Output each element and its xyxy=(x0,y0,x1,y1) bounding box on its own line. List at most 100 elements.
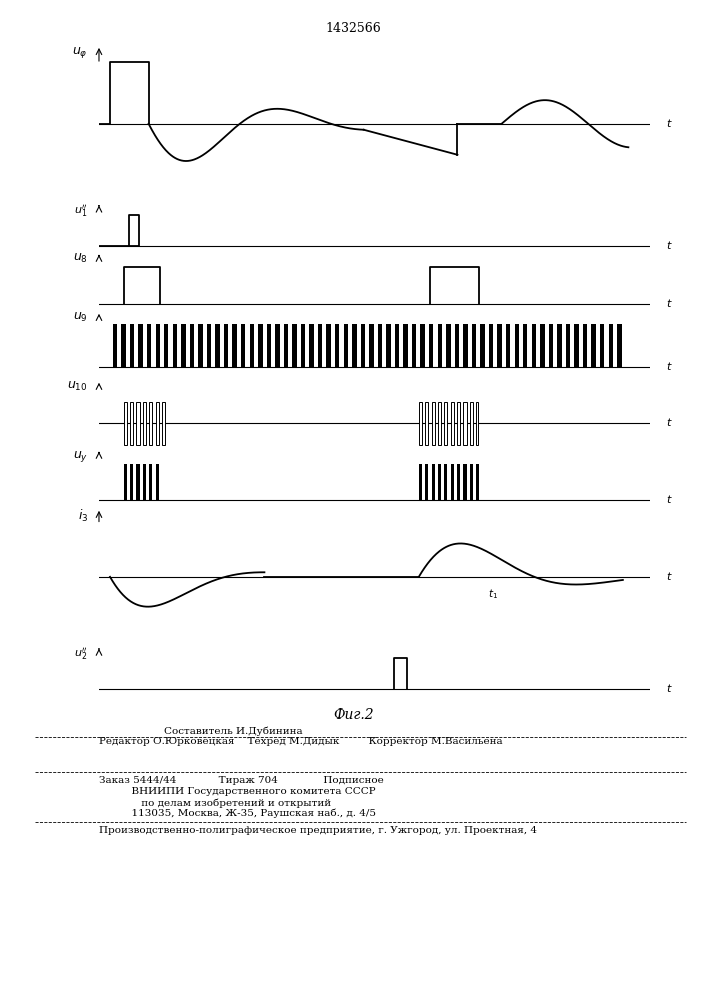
Bar xyxy=(156,324,160,367)
Bar xyxy=(361,324,365,367)
Bar xyxy=(549,324,553,367)
Bar xyxy=(275,324,279,367)
Bar xyxy=(216,324,220,367)
Bar xyxy=(292,324,297,367)
Bar xyxy=(369,324,373,367)
Text: $u_9$: $u_9$ xyxy=(73,311,88,324)
Bar xyxy=(344,324,348,367)
Bar xyxy=(480,324,485,367)
Bar xyxy=(472,324,477,367)
Text: $u_\varphi$: $u_\varphi$ xyxy=(72,45,88,60)
Bar xyxy=(425,464,428,500)
Bar xyxy=(463,464,467,500)
Bar xyxy=(300,324,305,367)
Bar xyxy=(189,324,194,367)
Bar xyxy=(149,402,153,445)
Text: Составитель И.Дубинина: Составитель И.Дубинина xyxy=(99,727,303,736)
Text: Фиг.2: Фиг.2 xyxy=(333,708,374,722)
Bar xyxy=(469,402,473,445)
Bar xyxy=(113,324,117,367)
Text: Производственно-полиграфическое предприятие, г. Ужгород, ул. Проектная, 4: Производственно-полиграфическое предприя… xyxy=(99,826,537,835)
Bar xyxy=(143,402,146,445)
Text: $u_{10}$: $u_{10}$ xyxy=(67,380,88,393)
Bar xyxy=(592,324,596,367)
Bar xyxy=(164,324,168,367)
Bar xyxy=(600,324,604,367)
Bar xyxy=(122,324,126,367)
Bar xyxy=(540,324,544,367)
Bar xyxy=(198,324,203,367)
Text: Заказ 5444/44             Тираж 704              Подписное: Заказ 5444/44 Тираж 704 Подписное xyxy=(99,776,384,785)
Bar xyxy=(258,324,262,367)
Bar xyxy=(124,402,127,445)
Bar xyxy=(438,464,441,500)
Text: t: t xyxy=(666,299,670,309)
Bar xyxy=(224,324,228,367)
Bar xyxy=(446,324,450,367)
Bar xyxy=(378,324,382,367)
Bar xyxy=(476,402,479,445)
Text: t: t xyxy=(666,684,670,694)
Bar xyxy=(412,324,416,367)
Bar xyxy=(156,402,159,445)
Bar xyxy=(327,324,331,367)
Bar xyxy=(463,402,467,445)
Bar xyxy=(583,324,588,367)
Bar xyxy=(574,324,579,367)
Bar xyxy=(506,324,510,367)
Bar xyxy=(130,324,134,367)
Text: t: t xyxy=(666,572,670,582)
Bar xyxy=(515,324,519,367)
Bar xyxy=(444,464,448,500)
Bar xyxy=(149,464,153,500)
Bar xyxy=(162,402,165,445)
Bar xyxy=(395,324,399,367)
Bar xyxy=(310,324,314,367)
Bar xyxy=(425,402,428,445)
Bar xyxy=(609,324,613,367)
Text: $u_2''$: $u_2''$ xyxy=(74,646,88,662)
Bar xyxy=(124,464,127,500)
Bar xyxy=(450,402,454,445)
Bar xyxy=(206,324,211,367)
Bar xyxy=(335,324,339,367)
Bar xyxy=(181,324,186,367)
Bar xyxy=(156,464,159,500)
Text: t: t xyxy=(666,241,670,251)
Bar xyxy=(438,324,442,367)
Bar xyxy=(421,324,425,367)
Text: t: t xyxy=(666,362,670,372)
Bar xyxy=(566,324,571,367)
Bar xyxy=(463,324,467,367)
Bar xyxy=(419,464,422,500)
Text: $u_8$: $u_8$ xyxy=(73,252,88,265)
Bar xyxy=(386,324,391,367)
Bar xyxy=(498,324,502,367)
Bar xyxy=(130,464,134,500)
Bar xyxy=(173,324,177,367)
Bar xyxy=(139,324,143,367)
Bar xyxy=(457,402,460,445)
Bar xyxy=(457,464,460,500)
Bar xyxy=(250,324,254,367)
Bar xyxy=(136,464,140,500)
Bar xyxy=(431,402,435,445)
Text: ВНИИПИ Государственного комитета СССР: ВНИИПИ Государственного комитета СССР xyxy=(99,787,375,796)
Bar xyxy=(438,402,441,445)
Bar xyxy=(284,324,288,367)
Text: Редактор О.Юрковецкая    Техред М.Дидык         Корректор М.Васильена: Редактор О.Юрковецкая Техред М.Дидык Кор… xyxy=(99,737,503,746)
Bar xyxy=(476,464,479,500)
Bar xyxy=(429,324,433,367)
Bar xyxy=(523,324,527,367)
Text: $t_1$: $t_1$ xyxy=(489,588,498,601)
Bar xyxy=(318,324,322,367)
Text: по делам изобретений и открытий: по делам изобретений и открытий xyxy=(99,798,331,808)
Text: t: t xyxy=(666,495,670,505)
Bar xyxy=(136,402,140,445)
Bar xyxy=(617,324,621,367)
Bar xyxy=(352,324,356,367)
Bar xyxy=(469,464,473,500)
Bar xyxy=(130,402,134,445)
Text: 1432566: 1432566 xyxy=(326,22,381,35)
Bar xyxy=(455,324,459,367)
